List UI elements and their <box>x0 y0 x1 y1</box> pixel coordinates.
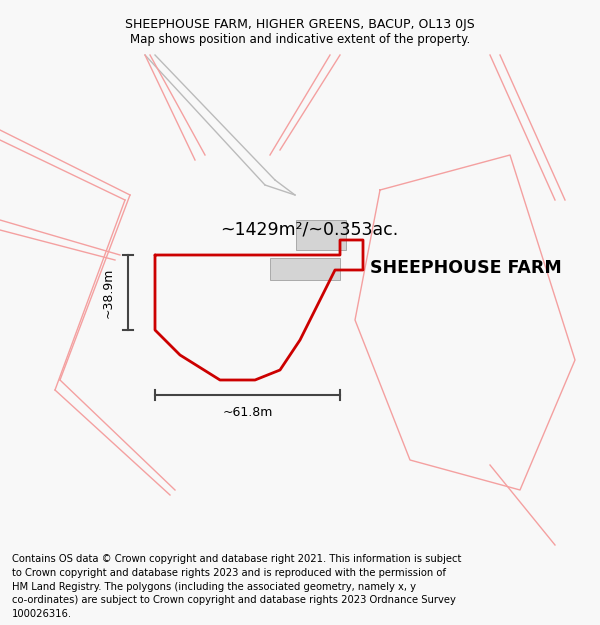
Text: Map shows position and indicative extent of the property.: Map shows position and indicative extent… <box>130 33 470 46</box>
Text: Contains OS data © Crown copyright and database right 2021. This information is : Contains OS data © Crown copyright and d… <box>12 554 461 619</box>
Text: ~38.9m: ~38.9m <box>101 268 115 318</box>
Bar <box>270 258 340 280</box>
Text: SHEEPHOUSE FARM, HIGHER GREENS, BACUP, OL13 0JS: SHEEPHOUSE FARM, HIGHER GREENS, BACUP, O… <box>125 18 475 31</box>
Text: ~1429m²/~0.353ac.: ~1429m²/~0.353ac. <box>220 221 398 239</box>
Text: ~61.8m: ~61.8m <box>223 406 273 419</box>
Bar <box>296 220 346 250</box>
Text: SHEEPHOUSE FARM: SHEEPHOUSE FARM <box>370 259 562 277</box>
